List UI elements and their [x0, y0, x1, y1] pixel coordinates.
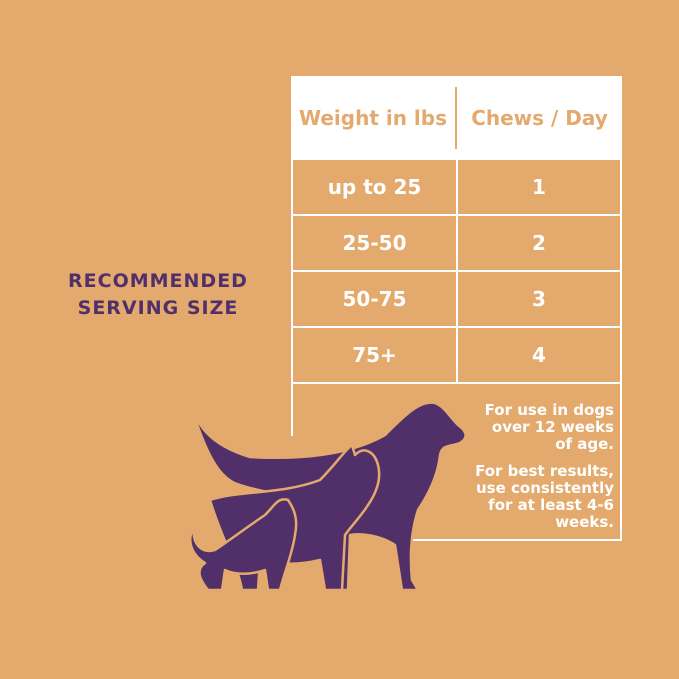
frame-line [403, 539, 622, 541]
frame-line [291, 160, 293, 436]
header-weight: Weight in lbs [299, 106, 447, 130]
weight-cell: 25-50 [293, 216, 458, 270]
small-dog-icon [189, 498, 298, 592]
table-row: 50-75 3 [293, 272, 620, 328]
serving-table: Weight in lbs Chews / Day up to 25 1 25-… [291, 76, 622, 384]
chews-cell: 1 [532, 175, 546, 199]
dog-silhouettes-icon [186, 393, 467, 592]
chews-cell: 4 [532, 343, 546, 367]
age-note: For use in dogs over 12 weeks of age. [484, 401, 614, 453]
table-row: 25-50 2 [293, 216, 620, 272]
table-row: up to 25 1 [293, 160, 620, 216]
weight-cell: 50-75 [293, 272, 458, 326]
results-note: For best results, use consistently for a… [475, 462, 614, 531]
chews-cell: 2 [532, 231, 546, 255]
table-row: 75+ 4 [293, 328, 620, 384]
heading-line-1: RECOMMENDED [68, 270, 248, 292]
header-chews: Chews / Day [471, 106, 608, 130]
header-divider [455, 87, 457, 149]
table-header: Weight in lbs Chews / Day [291, 76, 622, 160]
chews-cell: 3 [532, 287, 546, 311]
serving-size-heading: RECOMMENDED SERVING SIZE [40, 268, 276, 322]
weight-cell: 75+ [293, 328, 458, 382]
weight-cell: up to 25 [293, 160, 458, 214]
frame-line [620, 76, 622, 541]
heading-line-2: SERVING SIZE [77, 297, 239, 319]
